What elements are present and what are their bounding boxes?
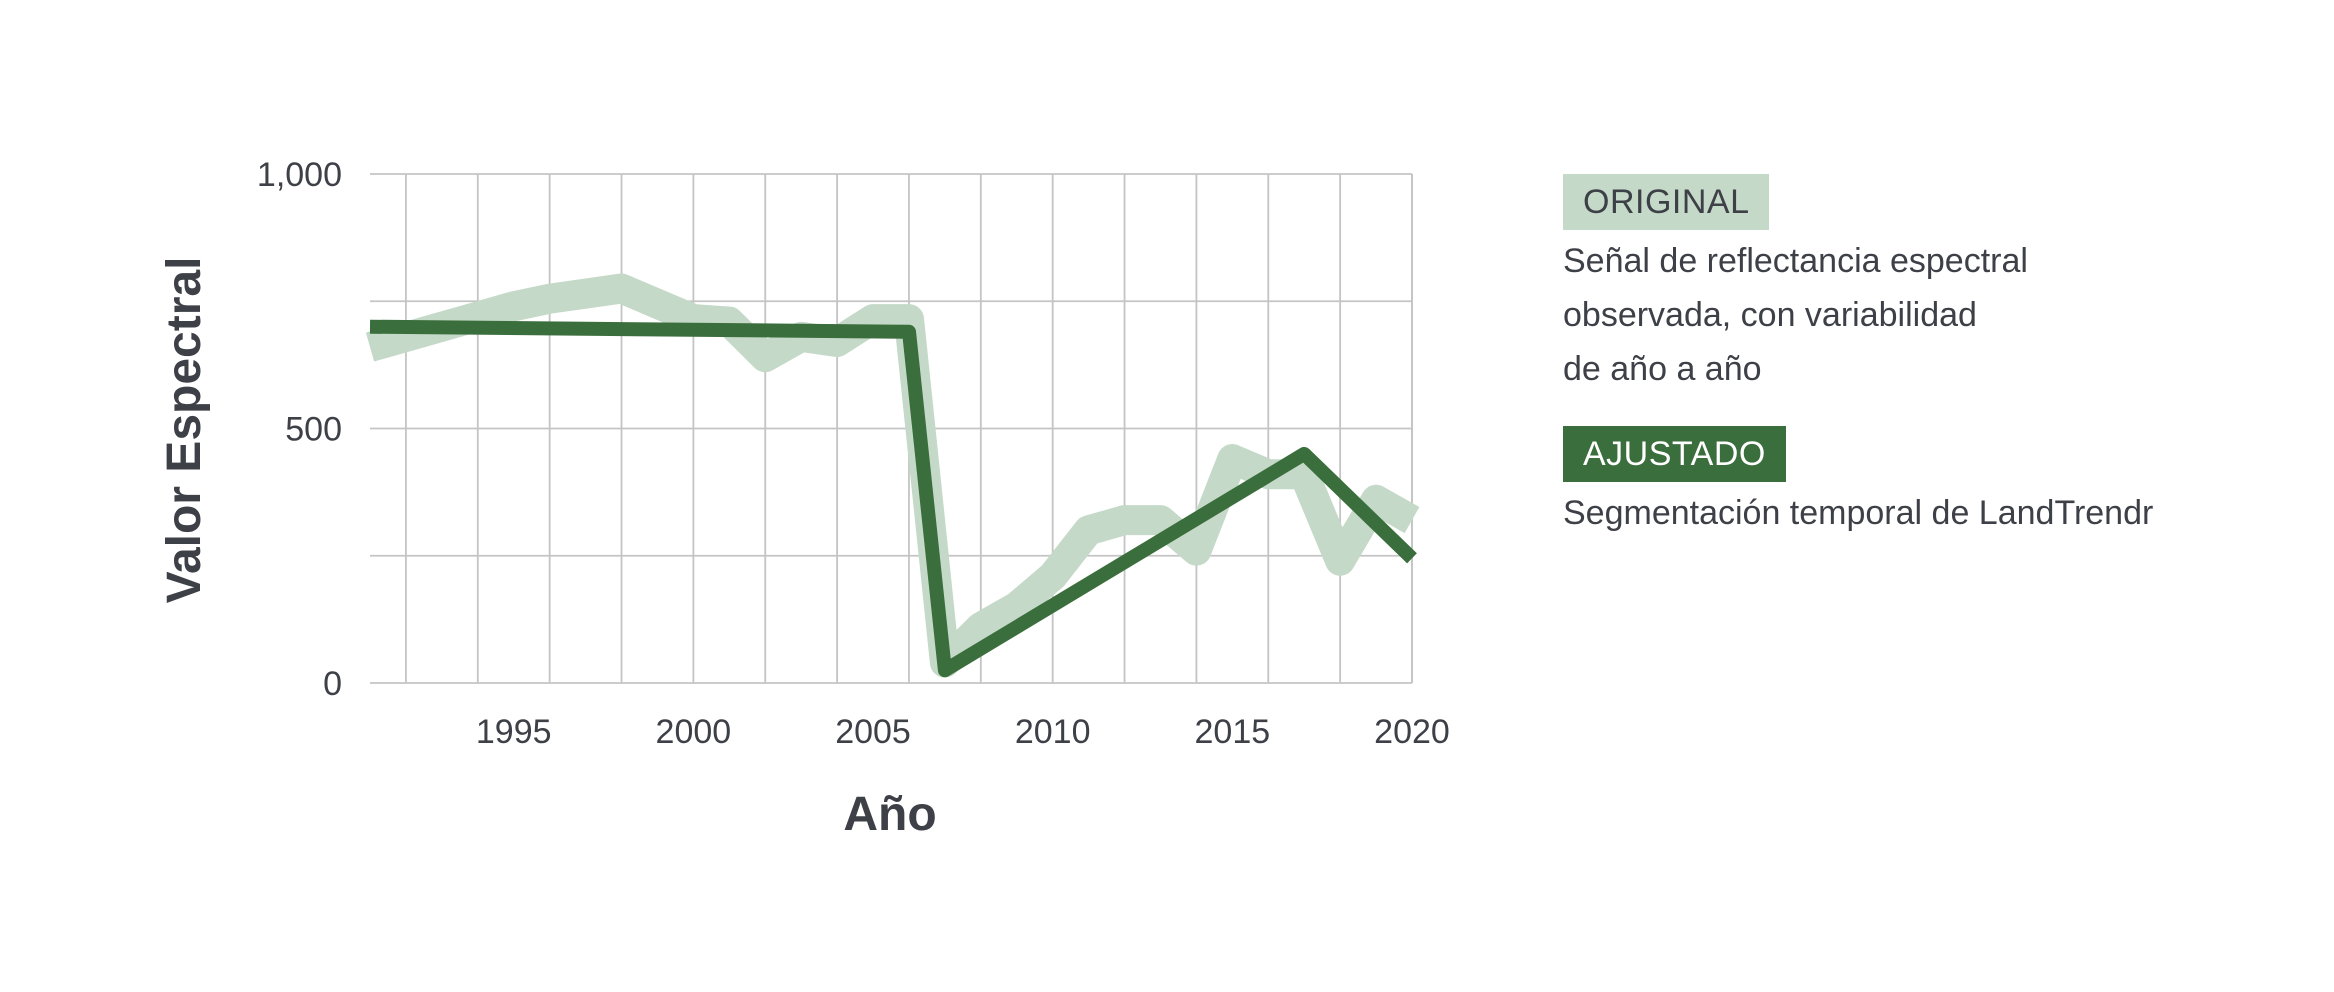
y-tick-label: 0 — [323, 665, 342, 703]
y-tick-label: 500 — [285, 411, 342, 449]
x-axis-ticks: 1995 2000 2005 2010 2015 2020 — [476, 713, 1450, 751]
y-tick-label: 1,000 — [257, 156, 342, 194]
series-line-original — [365, 273, 1420, 678]
legend-badge-ajustado: AJUSTADO — [1563, 426, 1786, 482]
legend-desc-ajustado: Segmentación temporal de LandTrendr — [1563, 494, 2154, 532]
legend-entry-ajustado: AJUSTADO Segmentación temporal de LandTr… — [1563, 426, 2303, 540]
series-line-ajustado — [369, 319, 1417, 678]
legend-entry-original: ORIGINAL Señal de reflectancia espectral… — [1563, 174, 2303, 396]
x-tick-label: 2005 — [835, 713, 911, 751]
series-ajustado — [369, 319, 1417, 678]
x-axis-title: Año — [843, 788, 936, 841]
x-tick-label: 2000 — [656, 713, 732, 751]
x-tick-label: 2020 — [1374, 713, 1450, 751]
legend: ORIGINAL Señal de reflectancia espectral… — [1563, 174, 2303, 540]
y-axis-ticks: 0 500 1,000 — [257, 156, 342, 703]
y-axis-title: Valor Espectral — [158, 257, 211, 604]
x-tick-label: 2015 — [1195, 713, 1271, 751]
x-tick-label: 2010 — [1015, 713, 1091, 751]
x-tick-label: 1995 — [476, 713, 552, 751]
series-original — [365, 273, 1420, 678]
legend-desc-original: Señal de reflectancia espectral observad… — [1563, 242, 2028, 388]
grid — [370, 173, 1413, 684]
legend-badge-original: ORIGINAL — [1563, 174, 1770, 230]
